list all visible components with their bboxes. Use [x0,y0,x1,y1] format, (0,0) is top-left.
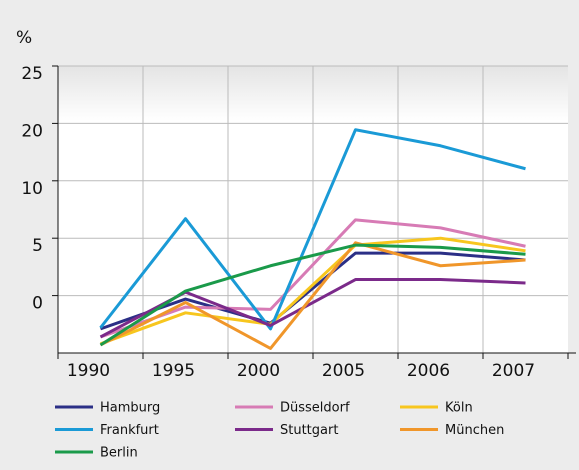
y-tick-label: 5 [32,236,43,256]
y-tick-label: 25 [21,64,43,84]
legend-label: Hamburg [100,401,160,416]
x-tick-label: 1995 [152,361,195,381]
x-tick-label: 2000 [237,361,280,381]
y-tick-label: 10 [21,179,43,199]
series-line [99,236,526,346]
x-tick-label: 2007 [492,361,535,381]
series-line [99,241,526,350]
x-tick-label: 2006 [407,361,450,381]
x-tick-label: 2005 [322,361,365,381]
series-line [100,218,526,339]
y-tick-label: 0 [32,294,43,314]
y-tick-label: 20 [21,121,43,141]
series-line [100,251,526,331]
legend-label: Düsseldorf [280,401,350,416]
legend-label: Stuttgart [280,423,338,438]
legend-label: Frankfurt [100,423,159,438]
legend-label: Köln [445,401,473,416]
y-unit: % [16,28,32,48]
x-tick-label: 1990 [67,361,110,381]
series-line [99,128,526,331]
series-line [99,243,526,347]
legend-label: München [445,423,504,438]
legend-label: Berlin [100,446,138,461]
